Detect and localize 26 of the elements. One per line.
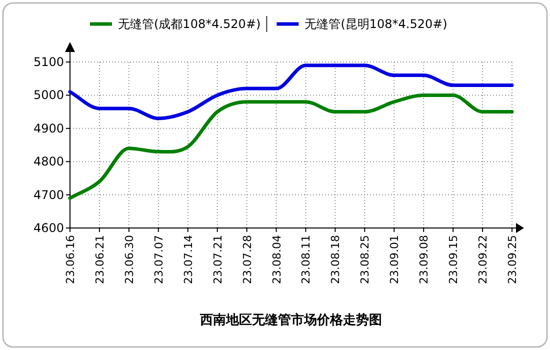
y-tick-label: 4700 <box>33 188 64 202</box>
y-tick-label: 4900 <box>33 121 64 136</box>
y-tick-label: 4600 <box>33 221 64 235</box>
x-tick-label: 23.09.08 <box>418 235 431 284</box>
x-tick-label: 23.06.21 <box>93 235 106 284</box>
line-series <box>68 93 514 200</box>
x-tick-label: 23.08.11 <box>300 235 313 284</box>
x-tick-label: 23.09.22 <box>476 235 490 284</box>
x-tick-label: 23.06.30 <box>122 235 136 284</box>
x-tick-label: 23.07.21 <box>211 235 224 284</box>
y-tick-label: 5000 <box>33 88 64 102</box>
x-tick-label: 23.09.01 <box>388 235 402 284</box>
legend-label: 无缝管(成都108*4.520#) <box>118 17 261 31</box>
y-tick-label: 5100 <box>33 55 64 69</box>
x-tick-label: 23.07.14 <box>182 235 195 284</box>
x-tick-label: 23.07.28 <box>240 235 254 284</box>
x-tick-label: 23.08.04 <box>270 235 284 284</box>
x-tick-label: 23.09.25 <box>506 235 519 284</box>
x-tick-label: 23.08.18 <box>329 235 342 284</box>
x-tick-label: 23.06.16 <box>64 235 77 284</box>
y-tick-label: 4800 <box>33 154 64 169</box>
text: 西南地区无缝管市场价格走势图 <box>199 312 382 328</box>
x-tick-label: 23.07.07 <box>152 235 166 284</box>
x-tick-label: 23.09.15 <box>447 235 460 284</box>
legend-label: 无缝管(昆明108*4.520#) <box>304 17 448 31</box>
x-tick-label: 23.08.25 <box>358 235 372 284</box>
